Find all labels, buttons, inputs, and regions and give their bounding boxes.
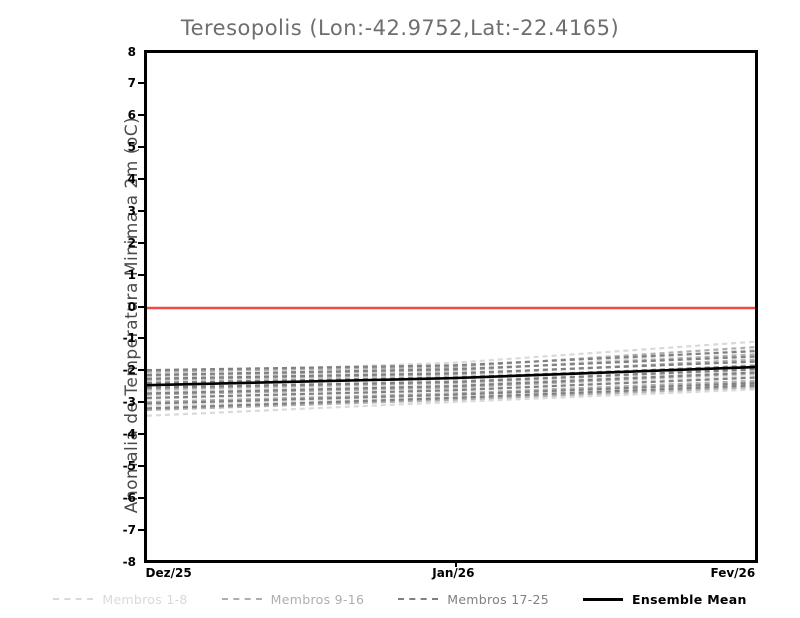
series-line-member bbox=[147, 381, 755, 405]
legend-swatch-icon bbox=[583, 597, 624, 601]
legend-item[interactable]: Membros 17-25 bbox=[398, 592, 549, 607]
y-tick-mark bbox=[138, 401, 147, 404]
series-line-member bbox=[147, 350, 755, 372]
series-line-member bbox=[147, 376, 755, 399]
series-line-member bbox=[147, 358, 755, 383]
y-tick-mark bbox=[138, 433, 147, 435]
y-tick-mark bbox=[138, 82, 147, 85]
y-tick-label: 4 bbox=[127, 172, 136, 186]
series-line-member bbox=[147, 365, 755, 385]
y-tick-mark bbox=[138, 464, 147, 467]
y-tick-label: 8 bbox=[127, 44, 136, 59]
y-tick-label: -3 bbox=[122, 395, 136, 410]
y-tick-mark bbox=[138, 496, 147, 499]
y-tick-label: 2 bbox=[127, 235, 136, 250]
legend-item[interactable]: Membros 1-8 bbox=[53, 592, 187, 607]
y-tick-mark bbox=[138, 178, 147, 180]
series-line-ensemble-mean bbox=[147, 365, 755, 387]
y-tick-mark bbox=[138, 528, 147, 531]
y-tick-label: -6 bbox=[122, 490, 136, 505]
y-tick-label: -1 bbox=[122, 331, 136, 346]
y-tick-label: 0 bbox=[127, 299, 136, 314]
series-line-member bbox=[147, 367, 755, 391]
y-tick-label: -5 bbox=[122, 458, 136, 473]
legend-swatch-icon bbox=[221, 598, 262, 600]
series-line-member bbox=[147, 348, 755, 379]
y-tick-mark bbox=[138, 337, 147, 340]
plot-inner bbox=[147, 53, 755, 560]
y-tick-mark bbox=[138, 146, 147, 149]
series-line-member bbox=[147, 369, 755, 393]
y-tick-mark bbox=[138, 114, 147, 117]
series-line-member bbox=[147, 360, 755, 380]
series-line-member bbox=[147, 372, 755, 396]
x-tick-label: Dez/25 bbox=[145, 566, 192, 580]
legend-label: Membros 9-16 bbox=[270, 591, 365, 607]
y-tick-mark bbox=[138, 305, 147, 308]
x-tick-label: Jan/26 bbox=[432, 566, 475, 580]
y-tick-mark bbox=[138, 273, 147, 276]
y-tick-label: -2 bbox=[122, 363, 136, 378]
chart-title: Teresopolis (Lon:-42.9752,Lat:-22.4165) bbox=[180, 16, 620, 40]
series-line-member bbox=[147, 386, 755, 412]
series-line-member bbox=[147, 379, 755, 404]
y-tick-label: 1 bbox=[127, 267, 136, 282]
chart-legend: Membros 1-8 Membros 9-16 Membros 17-25 Ense… bbox=[0, 588, 800, 610]
series-line-member bbox=[147, 363, 755, 388]
legend-swatch-icon bbox=[398, 598, 439, 600]
y-tick-label: 7 bbox=[127, 76, 136, 91]
x-tick-label: Fev/26 bbox=[710, 566, 756, 580]
y-tick-mark bbox=[138, 241, 147, 244]
legend-item[interactable]: Ensemble Mean bbox=[583, 592, 747, 607]
legend-swatch-icon bbox=[53, 598, 94, 600]
series-canvas bbox=[147, 306, 755, 417]
legend-label: Membros 17-25 bbox=[447, 591, 550, 607]
series-line-member bbox=[147, 384, 755, 410]
series-line-member bbox=[147, 388, 755, 417]
y-tick-label: 6 bbox=[127, 108, 136, 123]
y-tick-label: -4 bbox=[122, 427, 136, 441]
y-tick-label: -7 bbox=[122, 522, 136, 537]
legend-item[interactable]: Membros 9-16 bbox=[221, 591, 365, 607]
series-line-member bbox=[147, 368, 755, 389]
series-line-member bbox=[147, 371, 755, 395]
plot-area bbox=[144, 50, 758, 563]
y-tick-label: 5 bbox=[127, 140, 136, 155]
y-tick-mark bbox=[138, 369, 147, 372]
y-tick-label: -8 bbox=[122, 554, 136, 569]
legend-label: Ensemble Mean bbox=[632, 591, 747, 607]
y-tick-label: 3 bbox=[127, 203, 136, 218]
series-line-member bbox=[147, 380, 755, 408]
series-line-member bbox=[147, 355, 755, 377]
legend-label: Membros 1-8 bbox=[102, 591, 188, 607]
series-line-member bbox=[147, 345, 755, 373]
y-tick-mark bbox=[138, 209, 147, 212]
